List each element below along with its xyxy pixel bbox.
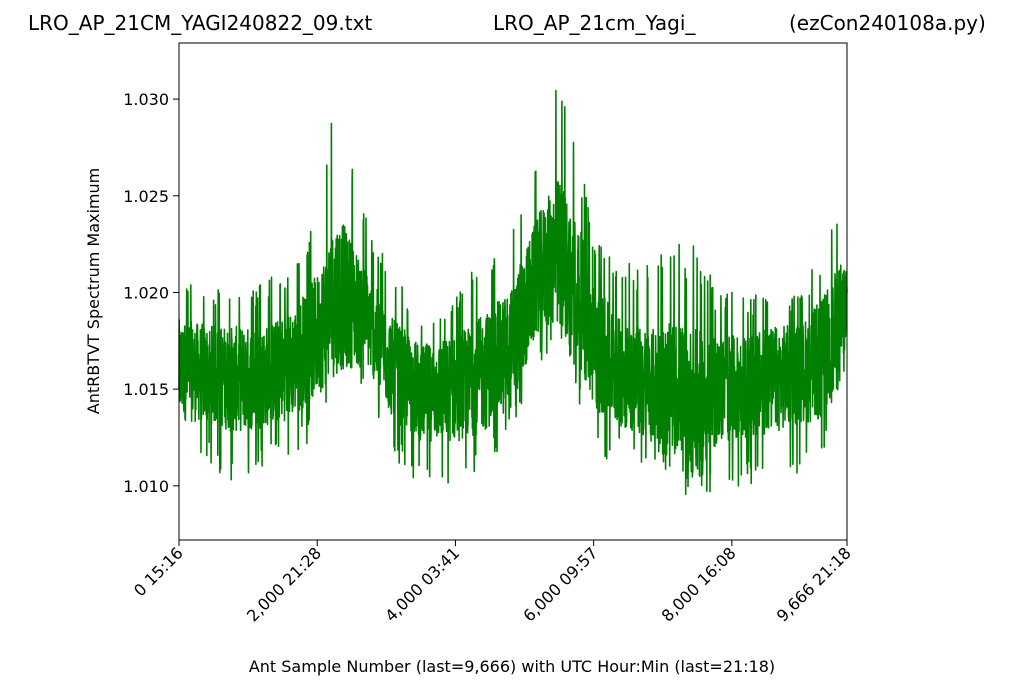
plot-frame (178, 42, 848, 541)
chart-title-filename: LRO_AP_21CM_YAGI240822_09.txt (28, 11, 373, 35)
y-tick-label: 1.015 (123, 380, 169, 399)
y-tick-label: 1.020 (123, 283, 169, 302)
plot-area (178, 89, 848, 496)
x-tick-label: 6,000 09:57 (519, 543, 601, 625)
y-tick-label: 1.010 (123, 477, 169, 496)
series-line (178, 89, 848, 496)
x-tick-label: 2,000 21:28 (243, 543, 325, 625)
x-tick-label: 0 15:16 (130, 543, 187, 600)
y-axis: 1.010 1.015 1.020 1.025 1.030 (123, 90, 179, 496)
y-axis-title: AntRBTVT Spectrum Maximum (84, 168, 103, 414)
x-tick-label: 4,000 03:41 (381, 543, 463, 625)
x-axis-title: Ant Sample Number (last=9,666) with UTC … (249, 657, 775, 676)
chart-title-antenna: LRO_AP_21cm_Yagi_ (493, 11, 696, 35)
x-tick-label: 9,666 21:18 (773, 543, 855, 625)
y-tick-label: 1.030 (123, 90, 169, 109)
y-tick-label: 1.025 (123, 187, 169, 206)
chart-title-script: (ezCon240108a.py) (789, 11, 986, 35)
x-axis: 0 15:16 2,000 21:28 4,000 03:41 6,000 09:57… (130, 540, 855, 625)
x-tick-label: 8,000 16:08 (658, 543, 740, 625)
